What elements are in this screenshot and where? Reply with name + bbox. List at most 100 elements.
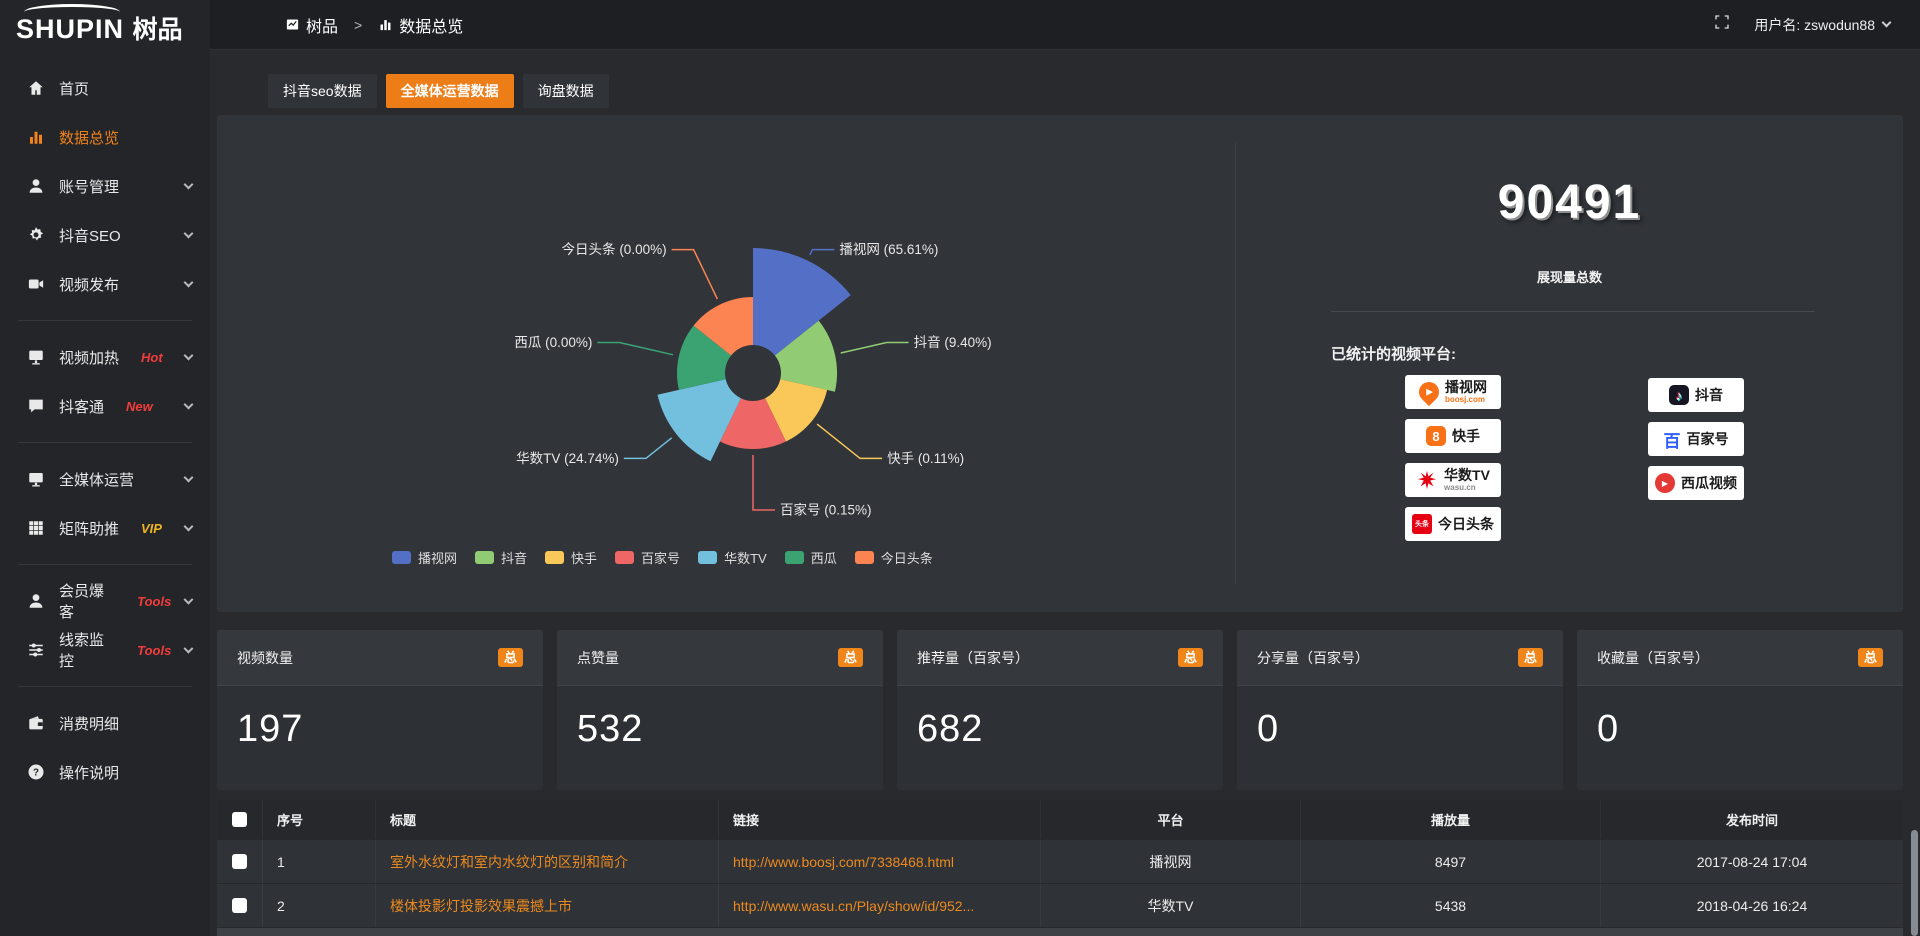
legend-item-5[interactable]: 华数TV (698, 548, 767, 567)
sidebar-item-2[interactable]: 数据总览 (0, 117, 210, 157)
logo-text-cn: 树品 (132, 16, 183, 44)
doc-chart-icon (286, 19, 299, 30)
sidebar-item-5[interactable]: 视频发布 (0, 264, 210, 304)
row-checkbox-cell (217, 840, 262, 883)
total-badge[interactable]: 总 (497, 648, 523, 667)
svg-text:?: ? (33, 767, 39, 778)
sidebar-item-6[interactable]: 视频加热 Hot (0, 337, 210, 377)
scrollbar-thumb[interactable] (1911, 830, 1918, 936)
select-all-checkbox[interactable] (232, 812, 247, 827)
user-icon (27, 177, 45, 195)
platform-name: 抖音 (1695, 387, 1723, 403)
logo-arc (24, 4, 120, 20)
grid-icon (27, 519, 45, 537)
sidebar-item-label: 全媒体运营 (59, 471, 135, 489)
sidebar-item-label: 视频发布 (59, 276, 120, 294)
sidebar-item-11[interactable]: 线索监控 Tools (0, 630, 210, 670)
user-menu[interactable]: 用户名: zswodun88 (1754, 15, 1892, 35)
legend-item-1[interactable]: 播视网 (392, 548, 457, 567)
breadcrumb-current-label: 数据总览 (399, 18, 464, 36)
stat-label: 分享量（百家号） (1257, 649, 1369, 666)
legend-item-7[interactable]: 今日头条 (854, 548, 933, 567)
legend-item-3[interactable]: 快手 (545, 548, 597, 567)
pie-label: 百家号 (0.15%) (780, 502, 872, 518)
video-url-link[interactable]: http://www.wasu.cn/Play/show/id/952... (718, 884, 1040, 927)
sidebar-divider (18, 442, 192, 443)
table-header-cell: 链接 (718, 800, 1040, 839)
table-header-checkbox-cell (217, 800, 262, 839)
platform-name: 快手 (1452, 428, 1480, 444)
row-published: 2017-08-24 17:04 (1600, 840, 1903, 883)
username-label: 用户名: zswodun88 (1754, 16, 1875, 33)
legend-item-2[interactable]: 抖音 (475, 548, 527, 567)
row-checkbox[interactable] (232, 898, 247, 913)
platform-sub: boosj.com (1445, 395, 1486, 404)
main-content: 抖音seo数据 全媒体运营数据 询盘数据 播视网 (65.61%) 抖音 (9.40%… (210, 50, 1920, 936)
wallet-icon (27, 714, 45, 732)
xigua-play-icon: ▶ (1655, 473, 1675, 493)
total-badge[interactable]: 总 (1517, 648, 1543, 667)
sidebar-item-7[interactable]: 抖客通 New (0, 386, 210, 426)
sidebar-item-4[interactable]: 抖音SEO (0, 215, 210, 255)
sidebar-item-10[interactable]: 会员爆客 Tools (0, 581, 210, 621)
video-url-link[interactable]: http://www.boosj.com/7338468.html (718, 840, 1040, 883)
chevron-down-icon (183, 179, 194, 190)
sidebar-item-12[interactable]: 消费明细 (0, 703, 210, 743)
stat-card-header: 点赞量 总 (557, 630, 883, 686)
brand-logo[interactable]: SHUPIN 树品 (0, 0, 210, 56)
sidebar-item-9[interactable]: 矩阵助推 VIP (0, 508, 210, 548)
sidebar-item-1[interactable]: 首页 (0, 68, 210, 108)
sidebar-item-label: 视频加热 (59, 349, 120, 367)
page-scrollbar[interactable] (1911, 50, 1918, 936)
pie-label-line (623, 437, 673, 460)
platform-name: 今日头条 (1438, 516, 1494, 532)
pie-slice-3[interactable] (765, 379, 828, 442)
rose-pie-chart[interactable]: 播视网 (65.61%) 抖音 (9.40%) 快手 (0.11%) 百家号 (0.1… (217, 115, 1235, 612)
stat-value: 197 (237, 708, 304, 750)
tab-2[interactable]: 全媒体运营数据 (385, 74, 514, 108)
sidebar-item-8[interactable]: 全媒体运营 (0, 459, 210, 499)
stat-label: 视频数量 (237, 649, 293, 666)
data-tabs: 抖音seo数据 全媒体运营数据 询盘数据 (268, 74, 609, 108)
question-icon: ? (27, 763, 45, 781)
table-row-1: 1 室外水纹灯和室内水纹灯的区别和简介 http://www.boosj.com/7… (217, 839, 1903, 883)
total-badge[interactable]: 总 (1177, 648, 1203, 667)
total-impressions-value: 90491 (1497, 176, 1642, 229)
stat-label: 推荐量（百家号） (917, 649, 1029, 666)
stat-label: 收藏量（百家号） (1597, 649, 1709, 666)
legend-swatch (698, 551, 718, 564)
pie-label: 抖音 (9.40%) (914, 334, 992, 350)
pie-slice-2[interactable] (774, 320, 838, 392)
stat-label: 点赞量 (577, 649, 619, 666)
pie-slice-1[interactable] (753, 248, 851, 356)
pie-slice-4[interactable] (720, 398, 786, 450)
tab-3[interactable]: 询盘数据 (522, 74, 609, 108)
douyin-note-icon: ♪ (1669, 385, 1689, 405)
video-title-link[interactable]: 楼体投影灯投影效果震撼上市 (375, 884, 718, 927)
sidebar-divider (18, 320, 192, 321)
fullscreen-icon[interactable] (1714, 14, 1730, 35)
breadcrumb-current[interactable]: 数据总览 (378, 13, 463, 37)
boosj-play-icon: ▶ (1414, 377, 1444, 407)
pie-slice-7[interactable] (693, 297, 753, 356)
stat-card-body: 0 (1237, 686, 1563, 751)
pie-slice-5[interactable] (657, 379, 741, 462)
total-badge[interactable]: 总 (1857, 648, 1883, 667)
pie-slice-6[interactable] (676, 325, 732, 390)
breadcrumb-root[interactable]: 树品 (285, 13, 338, 37)
legend-item-4[interactable]: 百家号 (615, 548, 680, 567)
sidebar-item-label: 数据总览 (59, 129, 120, 147)
legend-swatch (475, 551, 495, 564)
topbar: 树品 > 数据总览 用户名: zswodun88 (210, 0, 1920, 50)
sidebar-item-3[interactable]: 账号管理 (0, 166, 210, 206)
total-badge[interactable]: 总 (837, 648, 863, 667)
row-checkbox[interactable] (232, 854, 247, 869)
pie-label: 西瓜 (0.00%) (514, 335, 592, 350)
stat-card-header: 收藏量（百家号） 总 (1577, 630, 1903, 686)
stat-card-5: 收藏量（百家号） 总 0 (1577, 630, 1903, 790)
tab-1[interactable]: 抖音seo数据 (268, 74, 377, 108)
sidebar-item-13[interactable]: ? 操作说明 (0, 752, 210, 792)
video-title-link[interactable]: 室外水纹灯和室内水纹灯的区别和简介 (375, 840, 718, 883)
row-plays: 5438 (1300, 884, 1600, 927)
legend-item-6[interactable]: 西瓜 (784, 548, 837, 567)
